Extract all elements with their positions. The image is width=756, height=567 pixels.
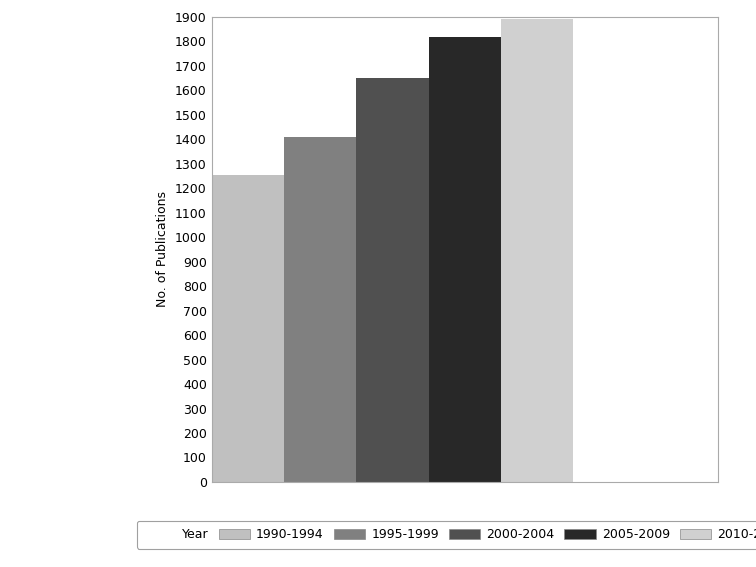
Bar: [284, 137, 356, 482]
Legend: Year, 1990-1994, 1995-1999, 2000-2004, 2005-2009, 2010-2014: Year, 1990-1994, 1995-1999, 2000-2004, 2…: [137, 521, 756, 549]
Bar: [356, 78, 429, 482]
Bar: [501, 19, 574, 482]
Y-axis label: No. of Publications: No. of Publications: [156, 192, 169, 307]
Bar: [212, 175, 284, 482]
Bar: [429, 37, 501, 482]
